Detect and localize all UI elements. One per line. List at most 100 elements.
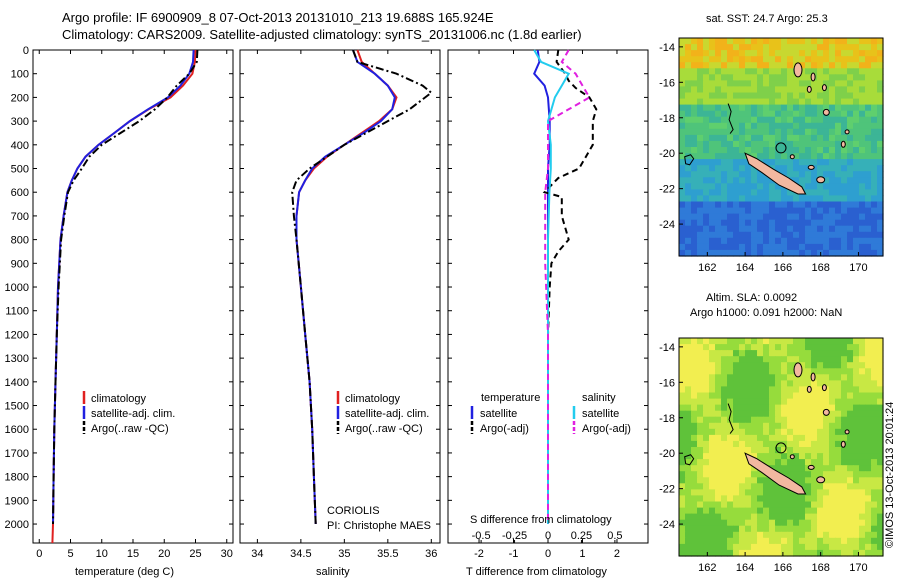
map-cell [805, 416, 812, 424]
map-cell [775, 231, 782, 239]
map-cell [691, 249, 698, 257]
map-cell [835, 213, 842, 221]
map-cell [835, 201, 842, 209]
map-cell [775, 465, 782, 472]
map-cell [799, 159, 806, 166]
map-cell [871, 428, 878, 436]
map-cell [805, 243, 812, 251]
map-cell [739, 416, 746, 424]
map-cell [871, 344, 878, 351]
map-cell [739, 471, 746, 478]
map-cell [751, 171, 758, 178]
map-cell [769, 128, 776, 136]
map-cell [847, 62, 854, 69]
map-cell [751, 410, 758, 418]
map-cell [835, 513, 842, 521]
map-cell [685, 513, 692, 521]
map-cell [793, 495, 800, 503]
map-cell [691, 134, 698, 142]
salinity-legend: climatology satellite-adj. clim. Argo(..… [336, 391, 429, 435]
map-cell [709, 177, 716, 184]
map-cell [817, 386, 824, 394]
map-cell [679, 44, 686, 51]
map-cell [835, 165, 842, 172]
map-cell [775, 549, 782, 557]
map-cell [853, 219, 860, 227]
map-cell [709, 344, 716, 351]
map-cell [793, 122, 800, 130]
map-cell [793, 513, 800, 521]
map-cell [865, 122, 872, 130]
map-cell [751, 368, 758, 375]
map-cell [703, 525, 710, 533]
map-cell [679, 495, 686, 503]
map-cell [739, 374, 746, 381]
map-cell [811, 80, 818, 88]
map-cell [739, 519, 746, 527]
map-cell [787, 195, 794, 203]
map-cell [817, 434, 824, 442]
map-cell [733, 110, 740, 118]
map-cell [793, 140, 800, 148]
map-cell [715, 404, 722, 412]
map-cell [727, 434, 734, 442]
map-cell [739, 344, 746, 351]
map-cell [877, 98, 884, 106]
map-cell [871, 237, 878, 245]
y-tick-label: 900 [11, 258, 29, 270]
map-cell [817, 122, 824, 130]
map-cell [757, 344, 764, 351]
map-cell [775, 537, 782, 545]
map-cell [835, 189, 842, 197]
map-cell [781, 410, 788, 418]
map-cell [745, 140, 752, 148]
map-cell [721, 386, 728, 394]
map-cell [829, 495, 836, 503]
map-cell [871, 219, 878, 227]
map-cell [745, 104, 752, 112]
map-cell [847, 507, 854, 515]
x-tick-label: 10 [96, 548, 108, 560]
map-cell [811, 68, 818, 75]
map-cell [685, 392, 692, 400]
island-land [821, 84, 827, 92]
map-cell [787, 50, 794, 57]
map-cell [739, 483, 746, 490]
map-cell [781, 237, 788, 245]
map-cell [787, 62, 794, 69]
y-tick-label: 1100 [5, 306, 29, 318]
map-cell [691, 507, 698, 515]
map-cell [811, 489, 818, 497]
map-cell [817, 392, 824, 400]
map-cell [817, 440, 824, 448]
map-cell [751, 374, 758, 381]
map-cell [745, 183, 752, 190]
map-cell [877, 92, 884, 100]
map-cell [763, 543, 770, 551]
map-cell [871, 92, 878, 100]
map-cell [763, 350, 770, 357]
map-cell [871, 531, 878, 539]
map-cell [805, 201, 812, 209]
map-cell [703, 519, 710, 527]
map-cell [841, 471, 848, 478]
map-cell [835, 428, 842, 436]
map-cell [799, 362, 806, 369]
map-cell [751, 110, 758, 118]
map-cell [823, 56, 830, 63]
map-cell [685, 140, 692, 148]
map-cell [763, 213, 770, 221]
map-cell [775, 404, 782, 412]
map-cell [823, 213, 830, 221]
map-cell [811, 471, 818, 478]
map-cell [805, 207, 812, 215]
map-cell [751, 471, 758, 478]
map-cell [865, 338, 872, 345]
map-cell [829, 440, 836, 448]
map-cell [829, 56, 836, 63]
map-cell [781, 243, 788, 251]
map-cell [685, 543, 692, 551]
map-cell [691, 471, 698, 478]
map-cell [817, 147, 824, 154]
map-cell [739, 543, 746, 551]
